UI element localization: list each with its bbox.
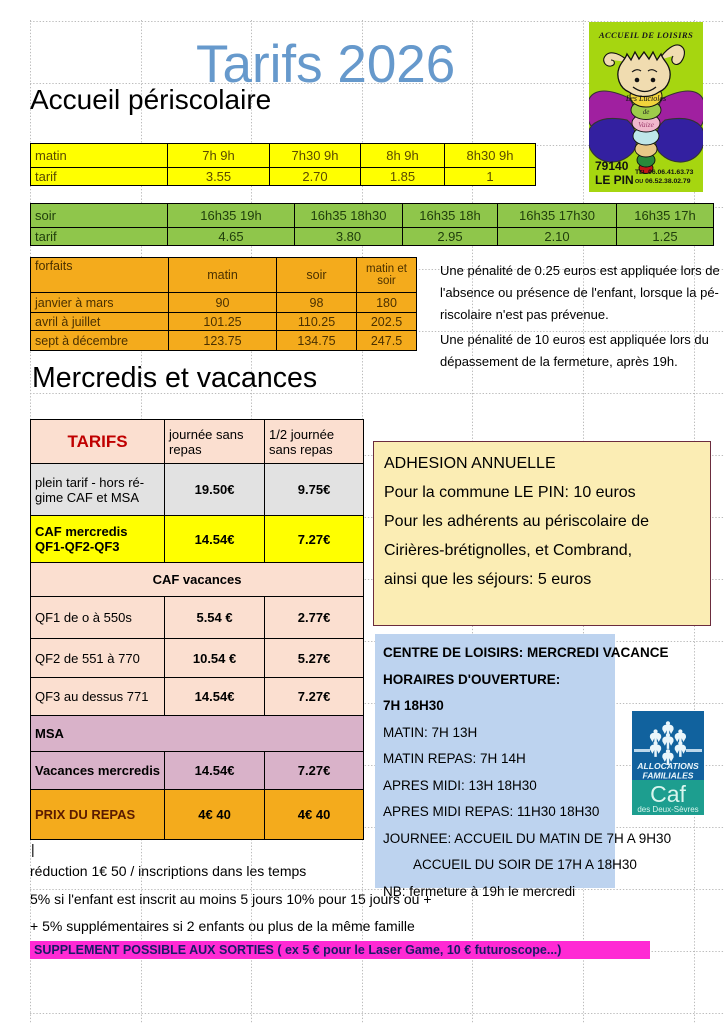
svg-text:OU 06.52.38.02.79: OU 06.52.38.02.79 — [635, 178, 691, 185]
svg-text:des Deux-Sèvres: des Deux-Sèvres — [637, 805, 698, 814]
svg-text:FAMILIALES: FAMILIALES — [642, 771, 693, 781]
svg-text:ALLOCATIONS: ALLOCATIONS — [636, 761, 699, 771]
svg-text:79140: 79140 — [595, 159, 629, 173]
svg-text:ACCUEIL DE LOISIRS: ACCUEIL DE LOISIRS — [598, 30, 693, 40]
svg-text:Les Lucioles: Les Lucioles — [625, 94, 666, 103]
svg-text:TEL 06.06.41.63.73: TEL 06.06.41.63.73 — [635, 169, 694, 176]
svg-text:de: de — [643, 108, 650, 116]
svg-text:Vaize: Vaize — [638, 120, 655, 129]
svg-text:Caf: Caf — [650, 781, 686, 807]
svg-text:LE PIN: LE PIN — [595, 173, 634, 187]
